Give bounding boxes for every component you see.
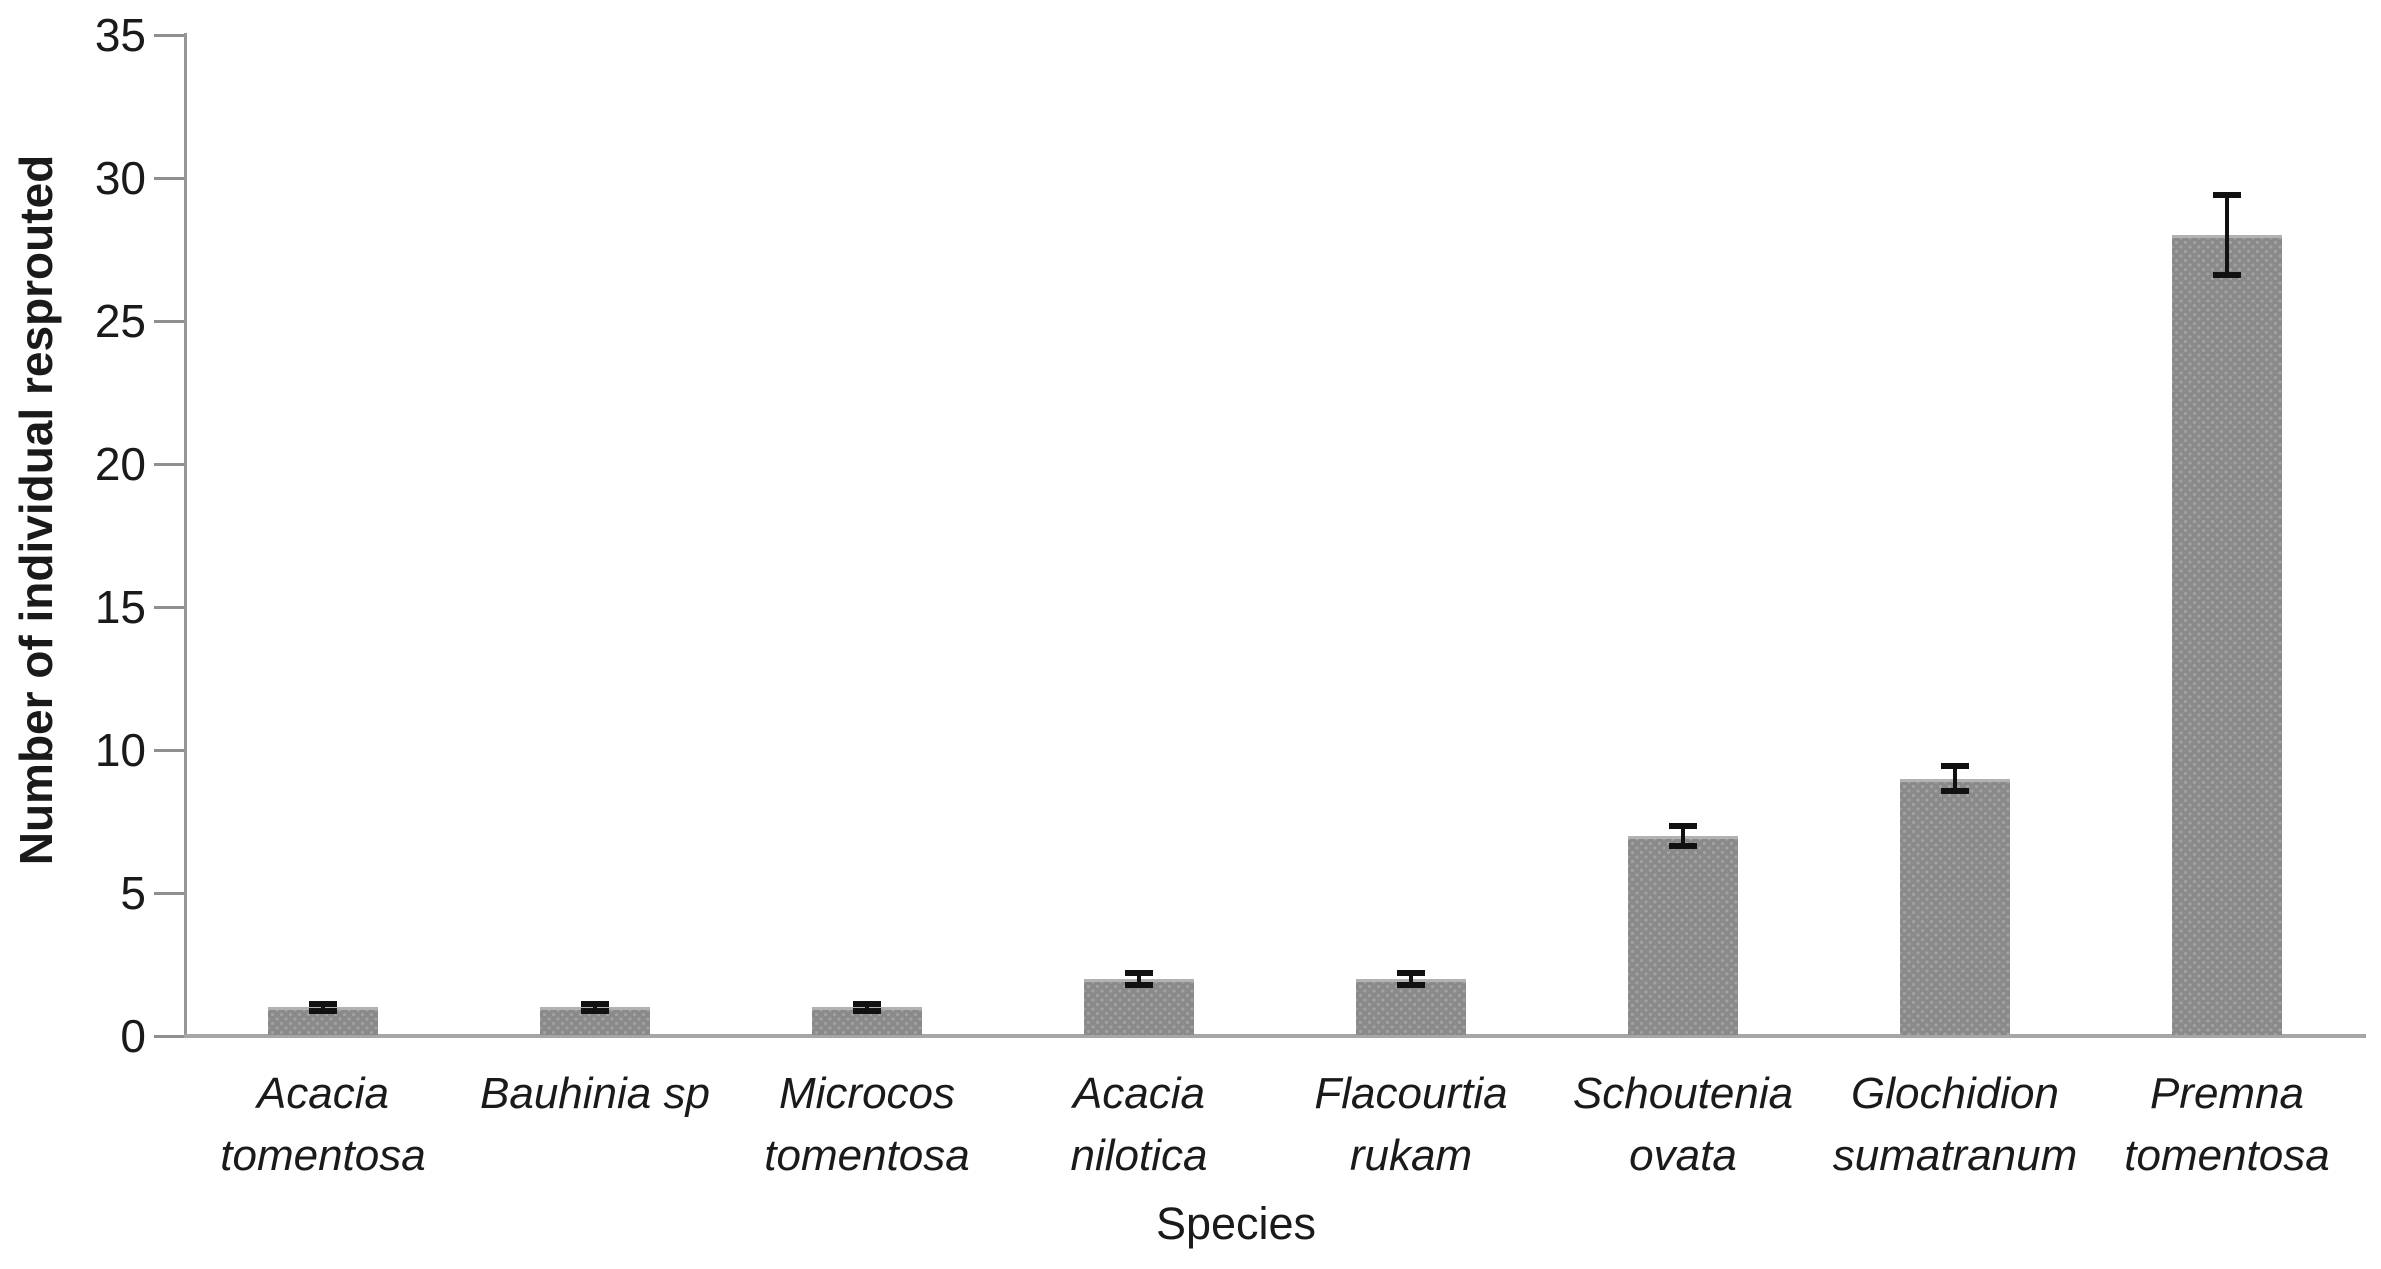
bar (1356, 978, 1466, 1035)
y-tick (154, 319, 184, 323)
y-tick-label: 10 (94, 724, 146, 776)
error-bar-cap-bottom (581, 1007, 609, 1014)
error-bar-line (865, 1003, 869, 1011)
x-category-label-line: nilotica (1070, 1131, 1208, 1180)
y-tick (154, 33, 184, 37)
bar (2172, 235, 2282, 1035)
error-bar-cap-bottom (1397, 981, 1425, 988)
x-category-label-line: tomentosa (2124, 1131, 2330, 1180)
x-category-label-line: ovata (1629, 1131, 1737, 1180)
error-bar-cap-top (1397, 970, 1425, 977)
error-bar-line (1953, 765, 1957, 792)
error-bar-line (1137, 973, 1141, 985)
x-category-label: Bauhinia sp (445, 1063, 745, 1125)
error-bar-cap-top (1941, 762, 1969, 769)
x-category-label: Acacia nilotica (989, 1063, 1289, 1187)
error-bar-line (321, 1003, 325, 1011)
error-bar-cap-top (309, 1000, 337, 1007)
y-tick-label: 5 (120, 867, 146, 919)
y-tick (154, 891, 184, 895)
error-bar-line (1681, 825, 1685, 846)
y-tick-label: 30 (94, 152, 146, 204)
x-category-label-line: Acacia (256, 1069, 390, 1118)
error-bar-line (593, 1003, 597, 1011)
x-axis-title: Species (1155, 1198, 1317, 1249)
x-category-label: Glochidion sumatranum (1805, 1063, 2105, 1187)
y-tick-label: 35 (94, 9, 146, 61)
x-category-label: Schoutenia ovata (1533, 1063, 1833, 1187)
x-category-label-line: sumatranum (1832, 1131, 2078, 1180)
error-bar-cap-bottom (853, 1007, 881, 1014)
error-bar-line (1409, 973, 1413, 985)
x-category-label-line: Glochidion (1851, 1069, 2059, 1118)
error-bar-cap-top (1669, 822, 1697, 829)
y-tick-label: 25 (94, 295, 146, 347)
y-tick-label: 20 (94, 438, 146, 490)
error-bar-cap-top (2213, 192, 2241, 199)
error-bar-cap-bottom (1125, 981, 1153, 988)
bar (1084, 978, 1194, 1035)
x-category-label: Microcos tomentosa (717, 1063, 1017, 1187)
bar (1900, 778, 2010, 1035)
error-bar-line (2225, 195, 2229, 276)
y-tick (154, 176, 184, 180)
y-tick (154, 462, 184, 466)
bar (268, 1007, 378, 1035)
error-bar-cap-bottom (2213, 272, 2241, 279)
x-category-label: Acacia tomentosa (173, 1063, 473, 1187)
x-category-label-line: Acacia (1072, 1069, 1206, 1118)
x-category-label-line: Schoutenia (1572, 1069, 1794, 1118)
y-tick-label: 15 (94, 581, 146, 633)
x-category-label-line: tomentosa (220, 1131, 426, 1180)
x-category-label-line: Microcos (778, 1069, 956, 1118)
y-tick (154, 748, 184, 752)
x-category-label-line: tomentosa (764, 1131, 970, 1180)
bar (540, 1007, 650, 1035)
x-category-label-line: Premna (2149, 1069, 2305, 1118)
error-bar-cap-top (853, 1000, 881, 1007)
error-bar-cap-top (581, 1000, 609, 1007)
error-bar-cap-bottom (1669, 842, 1697, 849)
y-axis-line (184, 33, 187, 1038)
y-tick (154, 1034, 184, 1038)
x-category-label-line: Bauhinia sp (480, 1069, 710, 1118)
x-category-label: Flacourtia rukam (1261, 1063, 1561, 1187)
bar (1628, 835, 1738, 1035)
y-tick (154, 605, 184, 609)
x-category-label: Premna tomentosa (2077, 1063, 2377, 1187)
error-bar-cap-bottom (309, 1007, 337, 1014)
error-bar-cap-bottom (1941, 788, 1969, 795)
x-axis-line (184, 1034, 2366, 1038)
x-category-label-line: rukam (1349, 1131, 1473, 1180)
y-tick-label: 0 (120, 1010, 146, 1062)
error-bar-cap-top (1125, 970, 1153, 977)
x-category-label-line: Flacourtia (1314, 1069, 1508, 1118)
